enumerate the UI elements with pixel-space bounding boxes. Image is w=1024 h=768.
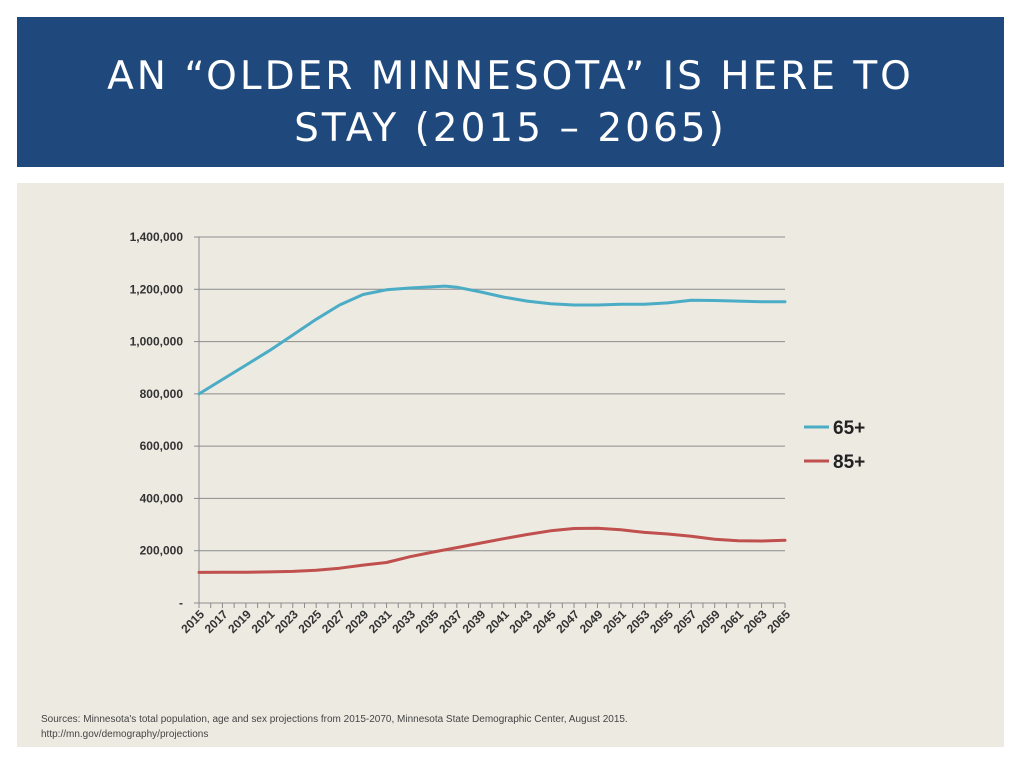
source-url: http://mn.gov/demography/projections [41, 729, 209, 740]
x-tick-label: 2063 [741, 607, 770, 636]
y-tick-label: 400,000 [140, 491, 184, 505]
x-tick-label: 2019 [225, 607, 254, 636]
x-tick-label: 2049 [577, 607, 606, 636]
slide-title-line-1: AN “OLDER MINNESOTA” IS HERE TO [107, 54, 914, 99]
source-text: Sources: Minnesota's total population, a… [41, 714, 628, 725]
chart-panel: - 200,000 400,000 600,000 800,000 1,000,000 1,… [17, 183, 1004, 747]
title-band: AN “OLDER MINNESOTA” IS HERE TO STAY (20… [17, 17, 1004, 167]
x-tick-label: 2029 [342, 607, 371, 636]
x-tick-label: 2055 [647, 607, 676, 636]
y-tick-label: 800,000 [140, 387, 184, 401]
x-tick-label: 2065 [764, 607, 793, 636]
x-tick-label: 2027 [319, 607, 348, 636]
x-tick-label: 2059 [694, 607, 723, 636]
x-tick-label: 2039 [460, 607, 489, 636]
x-tick-label: 2043 [506, 607, 535, 636]
x-tick-label: 2061 [717, 607, 746, 636]
source-note: Sources: Minnesota's total population, a… [41, 712, 628, 742]
x-tick-label: 2017 [202, 607, 231, 636]
series-line-65-plus [197, 284, 787, 396]
x-tick-label: 2047 [553, 607, 582, 636]
series-line-85-plus [197, 526, 787, 574]
x-tick-label: 2057 [671, 607, 700, 636]
y-tick-label: 1,200,000 [130, 282, 184, 296]
x-tick-label: 2037 [436, 607, 465, 636]
x-tick-label: 2023 [272, 607, 301, 636]
y-tick-label: 1,000,000 [130, 335, 184, 349]
x-tick-label: 2025 [296, 607, 325, 636]
x-tick-label: 2045 [530, 607, 559, 636]
y-tick-label: 1,400,000 [130, 230, 184, 244]
y-tick-label: 600,000 [140, 439, 184, 453]
line-chart: - 200,000 400,000 600,000 800,000 1,000,000 1,… [130, 230, 866, 636]
x-tick-label: 2035 [413, 607, 442, 636]
y-tick-label: 200,000 [140, 544, 184, 558]
x-tick-label: 2015 [178, 607, 207, 636]
x-tick-label: 2041 [483, 607, 512, 636]
x-tick-label: 2051 [600, 607, 629, 636]
slide-title-line-2: STAY (2015 – 2065) [294, 106, 727, 151]
x-tick-label: 2031 [366, 607, 395, 636]
x-tick-label: 2033 [389, 607, 418, 636]
x-tick-label: 2021 [249, 607, 278, 636]
legend-label: 65+ [833, 418, 865, 439]
x-tick-label: 2053 [624, 607, 653, 636]
slide-title: AN “OLDER MINNESOTA” IS HERE TO STAY (20… [17, 51, 1004, 155]
legend-label: 85+ [833, 452, 865, 473]
y-tick-label: - [179, 596, 183, 610]
